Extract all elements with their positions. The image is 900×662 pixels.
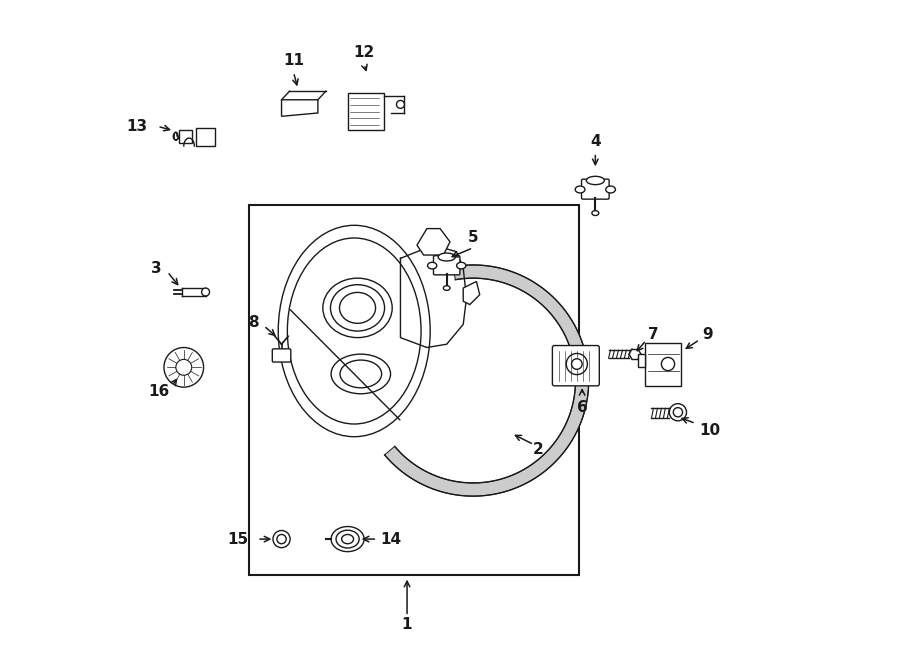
Text: 6: 6	[577, 401, 588, 415]
Circle shape	[202, 288, 210, 296]
Circle shape	[572, 359, 582, 369]
Ellipse shape	[438, 253, 455, 261]
Text: 3: 3	[150, 261, 161, 276]
Polygon shape	[282, 100, 318, 117]
Bar	[195, 128, 215, 146]
Bar	[248, 205, 579, 575]
Ellipse shape	[278, 225, 430, 437]
PathPatch shape	[384, 265, 589, 496]
Text: 7: 7	[648, 327, 659, 342]
Ellipse shape	[287, 238, 421, 424]
Circle shape	[566, 354, 588, 375]
Ellipse shape	[340, 360, 382, 388]
Circle shape	[670, 404, 687, 421]
Bar	[645, 343, 681, 386]
Text: 14: 14	[381, 532, 401, 547]
Ellipse shape	[331, 526, 364, 551]
Ellipse shape	[336, 530, 359, 548]
Circle shape	[397, 101, 404, 109]
Ellipse shape	[592, 211, 598, 216]
Ellipse shape	[456, 262, 466, 269]
Polygon shape	[417, 228, 450, 255]
FancyBboxPatch shape	[553, 346, 599, 386]
Ellipse shape	[342, 534, 354, 544]
Polygon shape	[464, 281, 480, 305]
Text: 1: 1	[401, 618, 412, 632]
Text: 10: 10	[699, 422, 721, 438]
Circle shape	[673, 408, 682, 417]
Bar	[179, 130, 193, 143]
Text: 12: 12	[354, 45, 374, 60]
Text: 2: 2	[533, 442, 544, 457]
Ellipse shape	[330, 285, 384, 331]
Ellipse shape	[575, 186, 585, 193]
FancyBboxPatch shape	[581, 179, 609, 199]
FancyBboxPatch shape	[273, 349, 291, 362]
Text: 9: 9	[702, 327, 713, 342]
Circle shape	[176, 359, 192, 375]
Ellipse shape	[444, 286, 450, 291]
Text: 15: 15	[228, 532, 248, 547]
Ellipse shape	[606, 186, 616, 193]
Text: 5: 5	[468, 230, 479, 245]
Ellipse shape	[339, 293, 375, 323]
Ellipse shape	[428, 262, 436, 269]
Text: 13: 13	[126, 118, 148, 134]
Text: 11: 11	[283, 53, 304, 68]
Text: 4: 4	[590, 134, 600, 150]
Circle shape	[164, 348, 203, 387]
Circle shape	[273, 530, 290, 547]
Circle shape	[662, 357, 675, 371]
Ellipse shape	[331, 354, 391, 394]
FancyBboxPatch shape	[434, 256, 460, 275]
Text: 16: 16	[148, 384, 169, 399]
Bar	[347, 93, 384, 130]
Bar	[638, 354, 645, 367]
Ellipse shape	[323, 278, 392, 338]
Text: 8: 8	[248, 315, 258, 330]
Ellipse shape	[586, 176, 605, 185]
Circle shape	[277, 534, 286, 544]
